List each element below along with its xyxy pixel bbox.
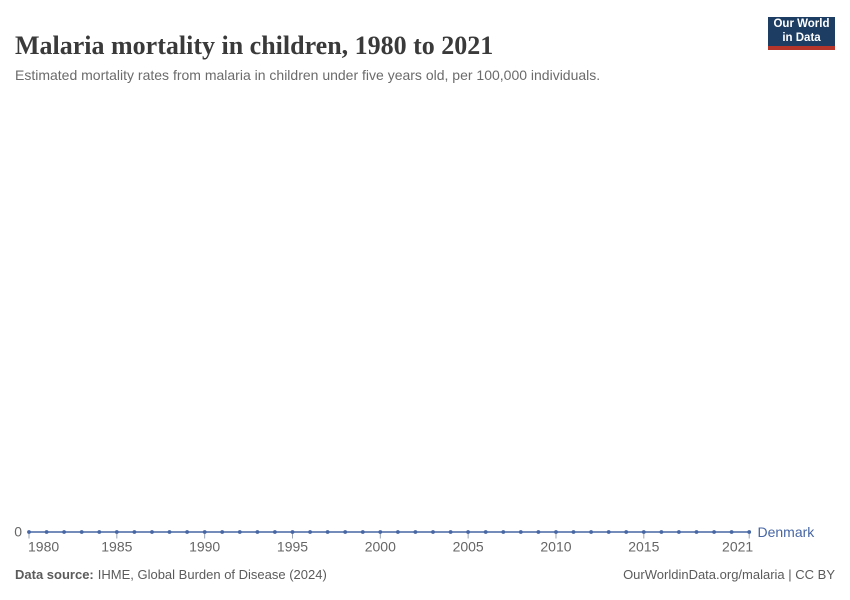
data-point[interactable] — [431, 530, 435, 534]
data-source-label: Data source: — [15, 567, 94, 582]
chart-subtitle: Estimated mortality rates from malaria i… — [15, 67, 601, 83]
data-point[interactable] — [694, 530, 699, 534]
data-point[interactable] — [237, 530, 242, 534]
data-point[interactable] — [290, 530, 295, 534]
x-axis-label: 2000 — [365, 539, 396, 555]
data-point[interactable] — [747, 530, 752, 534]
data-point[interactable] — [44, 530, 49, 534]
data-point[interactable] — [202, 530, 207, 534]
owid-logo-line2: in Data — [782, 31, 821, 44]
data-point[interactable] — [220, 530, 225, 534]
data-point[interactable] — [167, 530, 172, 534]
data-point[interactable] — [677, 530, 681, 534]
data-point[interactable] — [606, 530, 611, 534]
data-point[interactable] — [132, 530, 137, 534]
data-point[interactable] — [185, 530, 190, 534]
data-point[interactable] — [571, 530, 576, 534]
x-axis-label: 2005 — [453, 539, 484, 555]
data-point[interactable] — [360, 530, 365, 534]
x-axis-label: 2010 — [540, 539, 571, 555]
data-point[interactable] — [343, 530, 348, 534]
data-point[interactable] — [483, 530, 488, 534]
x-axis-label: 1990 — [189, 539, 220, 555]
x-axis-label: 1995 — [277, 539, 308, 555]
data-point[interactable] — [325, 530, 330, 534]
data-point[interactable] — [396, 530, 400, 534]
data-point[interactable] — [27, 530, 31, 534]
data-point[interactable] — [536, 530, 541, 534]
entity-label[interactable]: Denmark — [758, 524, 816, 540]
x-axis-label: 1980 — [28, 539, 59, 555]
page-title: Malaria mortality in children, 1980 to 2… — [15, 31, 494, 61]
data-source: Data source: IHME, Global Burden of Disea… — [15, 567, 327, 582]
data-point[interactable] — [150, 530, 154, 534]
data-point[interactable] — [273, 530, 277, 534]
data-point[interactable] — [255, 530, 260, 534]
data-point[interactable] — [378, 530, 383, 534]
data-point[interactable] — [712, 530, 716, 534]
chart-footer: Data source: IHME, Global Burden of Disea… — [15, 567, 835, 582]
y-axis-zero-label: 0 — [14, 524, 22, 540]
x-axis-label: 1985 — [101, 539, 132, 555]
owid-logo-line1: Our World — [773, 17, 830, 30]
data-point[interactable] — [659, 530, 664, 534]
data-point[interactable] — [729, 530, 734, 534]
data-point[interactable] — [589, 530, 593, 534]
data-point[interactable] — [448, 530, 453, 534]
credit-link[interactable]: OurWorldinData.org/malaria | CC BY — [623, 567, 835, 582]
data-point[interactable] — [624, 530, 629, 534]
x-axis-label: 2015 — [628, 539, 659, 555]
data-point[interactable] — [413, 530, 418, 534]
data-point[interactable] — [97, 530, 102, 534]
data-point[interactable] — [62, 530, 66, 534]
data-point[interactable] — [466, 530, 470, 534]
data-point[interactable] — [308, 530, 312, 534]
data-point[interactable] — [641, 530, 646, 534]
data-point[interactable] — [518, 530, 523, 534]
data-point[interactable] — [501, 530, 506, 534]
data-point[interactable] — [114, 530, 119, 534]
data-point[interactable] — [79, 530, 84, 534]
data-point[interactable] — [554, 530, 558, 534]
x-axis-label: 2021 — [722, 539, 753, 555]
owid-logo[interactable]: Our World in Data — [768, 17, 835, 50]
data-source-value: IHME, Global Burden of Disease (2024) — [97, 567, 327, 582]
